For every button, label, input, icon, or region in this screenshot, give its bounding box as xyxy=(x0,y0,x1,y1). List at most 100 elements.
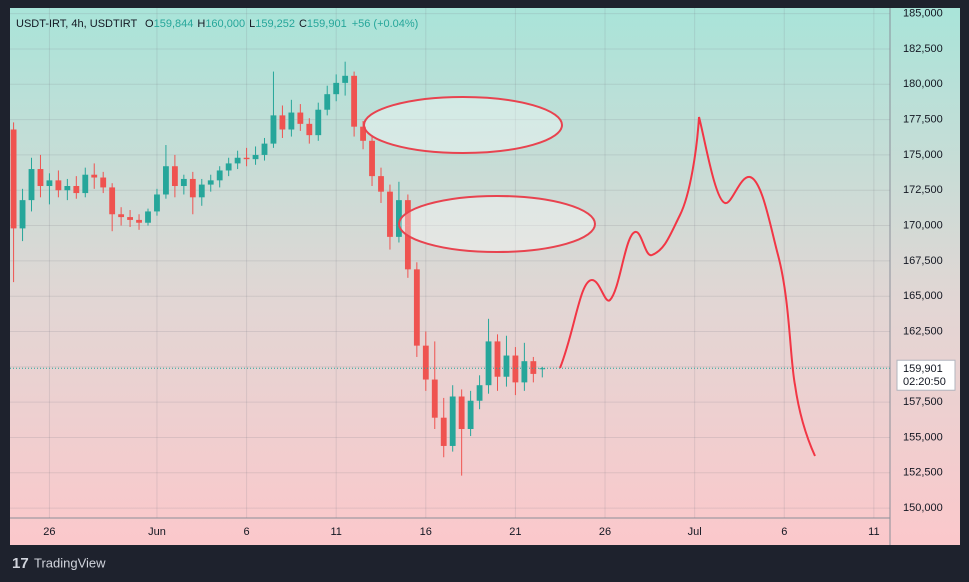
candle-body xyxy=(351,75,358,127)
y-tick-label: 177,500 xyxy=(903,114,943,126)
projection-path xyxy=(559,116,816,457)
y-tick-label: 162,500 xyxy=(903,325,943,337)
y-tick-label: 185,000 xyxy=(903,8,943,20)
candle-body xyxy=(73,186,80,194)
candle-body xyxy=(485,341,492,386)
candle-body xyxy=(46,180,53,187)
y-tick-label: 157,500 xyxy=(903,396,943,408)
candle-body xyxy=(82,174,89,194)
x-tick-label: Jul xyxy=(688,526,702,538)
y-tick-label: 167,500 xyxy=(903,255,943,267)
candle-body xyxy=(198,184,205,198)
candle-body xyxy=(118,214,125,218)
candle-body xyxy=(449,396,456,446)
header: USDT-IRT, 4h, USDTIRT O159,844 H160,000 L 15… xyxy=(16,18,418,30)
candle-body xyxy=(431,379,438,418)
candle-body xyxy=(342,75,349,83)
candle-body xyxy=(163,166,169,195)
ohlc-value: 159,844 xyxy=(154,18,194,30)
x-tick-label: 26 xyxy=(599,526,611,538)
ohlc: O159,844 H160,000 L159,252 C159,901 +56 (+0.… xyxy=(145,18,418,30)
change: +56 (+0.04%) xyxy=(352,18,419,30)
ohlc-value: 159,901 xyxy=(307,18,347,30)
last-price-label: 159,901 xyxy=(903,363,943,375)
candle-body xyxy=(127,217,133,220)
ohlc-key: C xyxy=(299,18,307,30)
candle-body xyxy=(324,94,331,110)
candle-body xyxy=(494,341,501,377)
candle-body xyxy=(369,140,375,177)
x-tick-label: Jun xyxy=(148,526,166,538)
candle-body xyxy=(360,126,366,141)
ohlc-key: L xyxy=(249,18,255,30)
candle-body xyxy=(530,361,537,374)
y-tick-label: 155,000 xyxy=(903,431,943,443)
candle-body xyxy=(378,176,384,192)
y-tick-label: 172,500 xyxy=(903,184,943,196)
candle-body xyxy=(171,166,178,187)
annotation-ellipse xyxy=(398,195,596,253)
candle-body xyxy=(109,187,116,215)
candle-body xyxy=(252,154,259,160)
y-tick-label: 182,500 xyxy=(903,43,943,55)
candle-body xyxy=(306,123,313,136)
candle-body xyxy=(37,169,44,187)
candle-body xyxy=(270,115,277,144)
candle-body xyxy=(180,178,187,187)
y-tick-label: 150,000 xyxy=(903,502,943,514)
candle-body xyxy=(396,200,402,237)
candle-body xyxy=(476,385,483,401)
candle-body xyxy=(333,82,340,95)
x-tick-label: 6 xyxy=(244,526,250,538)
candle-body xyxy=(297,112,304,124)
chart-background xyxy=(10,8,960,545)
candle-body xyxy=(458,396,465,429)
footer xyxy=(0,545,969,582)
y-tick-label: 165,000 xyxy=(903,290,943,302)
candle-body xyxy=(234,157,241,164)
y-tick-label: 170,000 xyxy=(903,219,943,231)
candle-body xyxy=(288,112,295,130)
symbol: USDT-IRT, 4h, USDTIRT xyxy=(16,18,138,30)
x-tick-label: 6 xyxy=(781,526,787,538)
candle-body xyxy=(387,191,393,237)
x-tick-label: 11 xyxy=(330,526,341,538)
candle-body xyxy=(422,345,429,380)
candle-body xyxy=(440,417,447,446)
candle-body xyxy=(207,180,214,185)
candle-body xyxy=(100,177,107,188)
brand: TradingView xyxy=(34,555,106,570)
x-tick-label: 26 xyxy=(43,526,55,538)
candle-body xyxy=(413,269,420,346)
candle-body xyxy=(28,169,35,201)
countdown: 02:20:50 xyxy=(903,376,946,388)
ohlc-value: 160,000 xyxy=(205,18,245,30)
x-tick-label: 16 xyxy=(420,526,432,538)
candle-body xyxy=(145,211,151,223)
candle-body xyxy=(189,178,196,198)
candle-body xyxy=(521,361,528,383)
candle-body xyxy=(10,129,17,229)
axes: 150,000 152,500 155,000 157,500 160,000 162,5… xyxy=(43,8,956,538)
brand-logo: 17 xyxy=(12,555,29,572)
candle-body xyxy=(19,200,26,229)
y-tick-label: 175,000 xyxy=(903,149,943,161)
x-tick-label: 21 xyxy=(509,526,521,538)
plot xyxy=(10,61,890,476)
candle-body xyxy=(154,194,160,212)
candle-body xyxy=(539,368,546,370)
candle-body xyxy=(315,109,322,136)
ohlc-key: H xyxy=(197,18,205,30)
annotation-ellipse xyxy=(363,96,563,154)
candle-body xyxy=(503,355,510,377)
candle-body xyxy=(91,174,98,178)
candle-body xyxy=(467,400,474,429)
x-tick-label: 11 xyxy=(868,526,879,538)
candle-body xyxy=(136,219,142,223)
y-tick-label: 152,500 xyxy=(903,467,943,479)
candle-body xyxy=(243,157,250,160)
ohlc-key: O xyxy=(145,18,154,30)
y-tick-label: 180,000 xyxy=(903,78,943,90)
